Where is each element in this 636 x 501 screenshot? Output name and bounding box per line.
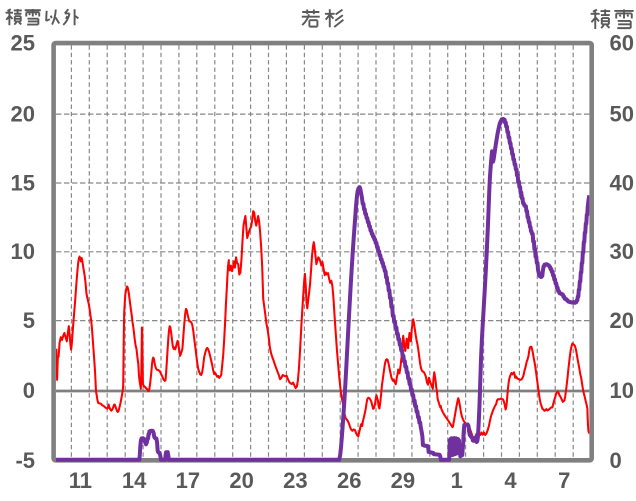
svg-text:7: 7 bbox=[558, 468, 570, 493]
svg-text:10: 10 bbox=[610, 378, 634, 403]
svg-text:10: 10 bbox=[11, 239, 35, 264]
svg-text:26: 26 bbox=[337, 468, 361, 493]
svg-text:30: 30 bbox=[610, 239, 634, 264]
svg-text:1: 1 bbox=[451, 468, 463, 493]
svg-text:15: 15 bbox=[11, 170, 35, 195]
svg-text:4: 4 bbox=[504, 468, 517, 493]
svg-text:20: 20 bbox=[11, 102, 35, 127]
svg-text:60: 60 bbox=[610, 30, 634, 55]
svg-text:14: 14 bbox=[122, 468, 147, 493]
svg-text:20: 20 bbox=[229, 468, 253, 493]
svg-text:20: 20 bbox=[610, 308, 634, 333]
svg-text:25: 25 bbox=[11, 30, 35, 55]
svg-text:5: 5 bbox=[23, 308, 35, 333]
svg-text:40: 40 bbox=[610, 170, 634, 195]
svg-text:-5: -5 bbox=[15, 448, 35, 473]
svg-text:11: 11 bbox=[69, 468, 92, 493]
svg-text:17: 17 bbox=[176, 468, 200, 493]
svg-text:50: 50 bbox=[610, 102, 634, 127]
svg-text:23: 23 bbox=[283, 468, 307, 493]
svg-text:0: 0 bbox=[610, 448, 622, 473]
svg-text:0: 0 bbox=[23, 378, 35, 403]
svg-text:29: 29 bbox=[391, 468, 415, 493]
